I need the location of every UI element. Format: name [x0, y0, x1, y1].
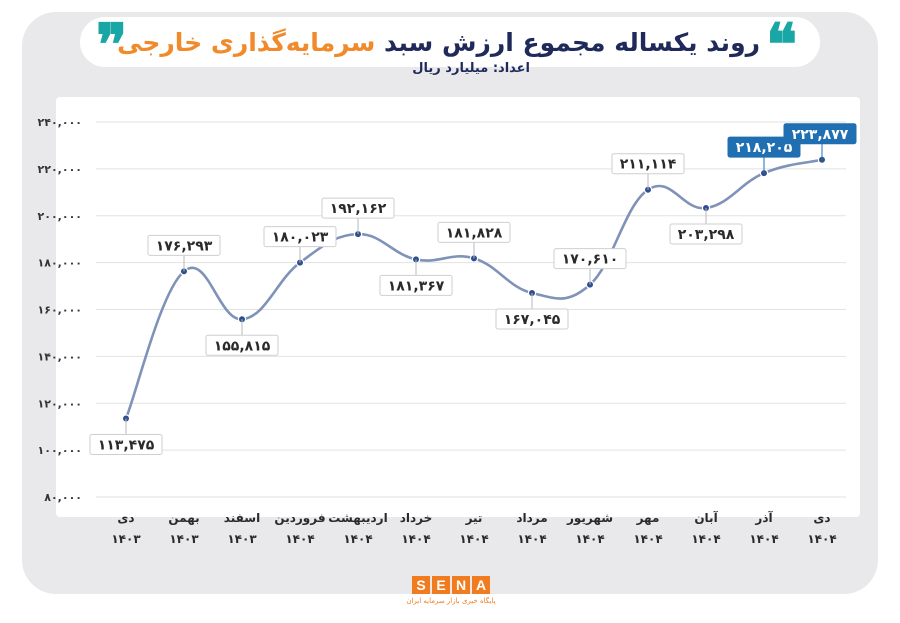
data-label-box — [379, 274, 453, 296]
x-tick-label: خرداد — [400, 511, 433, 525]
x-tick-year: ۱۴۰۳ — [169, 532, 199, 546]
sena-logo-mark: S E N A — [405, 576, 497, 594]
y-tick-label: ۸۰,۰۰۰ — [44, 491, 82, 504]
data-label-box — [669, 223, 743, 245]
y-tick-label: ۲۲۰,۰۰۰ — [38, 163, 82, 176]
data-label-box — [611, 153, 685, 175]
series-line — [124, 158, 823, 420]
x-tick-label: اسفند — [224, 511, 260, 525]
data-label: ۲۱۸,۲۰۵ — [736, 140, 793, 156]
x-tick-year: ۱۴۰۳ — [111, 532, 141, 546]
x-tick-year: ۱۴۰۴ — [285, 532, 314, 546]
x-tick-label: فروردین — [274, 511, 325, 526]
x-tick-year: ۱۴۰۴ — [343, 532, 372, 546]
data-label: ۲۱۱,۱۱۴ — [620, 157, 677, 173]
y-tick-label: ۱۰۰,۰۰۰ — [38, 444, 82, 457]
x-tick-label: آذر — [754, 510, 773, 525]
x-tick-label: شهریور — [566, 511, 613, 526]
quote-close-icon: ❝ — [766, 11, 798, 79]
x-tick-label: مهر — [636, 511, 660, 525]
x-tick-label: اردیبهشت — [328, 511, 387, 525]
x-tick-label: تیر — [465, 511, 483, 525]
data-label: ۲۲۳,۸۷۷ — [792, 127, 849, 143]
y-tick-label: ۱۴۰,۰۰۰ — [38, 350, 82, 363]
x-tick-label: دی — [117, 511, 134, 525]
x-tick-year: ۱۴۰۴ — [517, 532, 546, 546]
chart-title-main: روند یکساله مجموع ارزش سبد — [384, 28, 760, 57]
y-tick-label: ۱۲۰,۰۰۰ — [38, 397, 82, 410]
data-label-box — [147, 234, 221, 256]
y-tick-label: ۱۶۰,۰۰۰ — [38, 304, 82, 317]
data-label: ۱۹۲,۱۶۲ — [330, 201, 387, 217]
data-label-box — [321, 197, 395, 219]
chart-subtitle: اعداد: میلیارد ریال — [412, 61, 530, 76]
logo-letter: S — [412, 576, 430, 594]
data-label: ۱۵۵,۸۱۵ — [214, 338, 271, 354]
data-label-box — [727, 136, 801, 158]
x-tick-year: ۱۴۰۴ — [459, 532, 488, 546]
x-tick-year: ۱۴۰۴ — [633, 532, 662, 546]
chart-title: روند یکساله مجموع ارزش سبد سرمایه‌گذاری … — [117, 28, 760, 57]
logo-letter: N — [452, 576, 470, 594]
x-tick-year: ۱۴۰۴ — [401, 532, 430, 546]
data-label: ۱۸۰,۰۲۳ — [272, 230, 329, 246]
logo-letter: A — [472, 576, 490, 594]
data-label-box — [553, 248, 627, 270]
y-tick-label: ۲۴۰,۰۰۰ — [38, 116, 82, 129]
x-tick-year: ۱۴۰۴ — [691, 532, 720, 546]
data-label-box — [783, 123, 857, 145]
data-label: ۱۸۱,۸۲۸ — [446, 225, 503, 241]
data-label-box — [437, 221, 511, 243]
x-tick-year: ۱۴۰۴ — [575, 532, 604, 546]
y-tick-label: ۱۸۰,۰۰۰ — [38, 257, 82, 270]
data-label: ۱۶۷,۰۴۵ — [504, 312, 561, 328]
x-tick-year: ۱۴۰۴ — [807, 532, 836, 546]
data-label-box — [495, 308, 569, 330]
data-label-box — [89, 434, 163, 456]
data-label: ۱۱۳,۴۷۵ — [98, 438, 155, 454]
x-tick-label: بهمن — [168, 511, 199, 525]
data-label-box — [205, 334, 279, 356]
data-label-box — [263, 226, 337, 248]
x-tick-label: آبان — [694, 510, 718, 525]
logo-tagline: پایگاه خبری بازار سرمایه ایران — [406, 597, 496, 605]
title-banner — [80, 17, 820, 67]
logo-letter: E — [432, 576, 450, 594]
x-tick-label: مرداد — [516, 511, 547, 525]
data-label: ۱۷۰,۶۱۰ — [562, 252, 619, 268]
data-label: ۱۸۱,۳۶۷ — [388, 278, 445, 294]
data-label: ۲۰۳,۲۹۸ — [678, 227, 735, 243]
chart-title-accent: سرمایه‌گذاری خارجی — [117, 28, 376, 57]
quote-open-icon: ❞ — [96, 11, 128, 79]
x-tick-label: دی — [813, 511, 830, 525]
data-label: ۱۷۶,۲۹۳ — [156, 238, 213, 254]
x-tick-year: ۱۴۰۳ — [227, 532, 257, 546]
plot-panel — [56, 97, 860, 517]
x-tick-year: ۱۴۰۴ — [749, 532, 778, 546]
y-tick-label: ۲۰۰,۰۰۰ — [38, 210, 82, 223]
sena-logo: S E N A پایگاه خبری بازار سرمایه ایران — [405, 576, 497, 612]
